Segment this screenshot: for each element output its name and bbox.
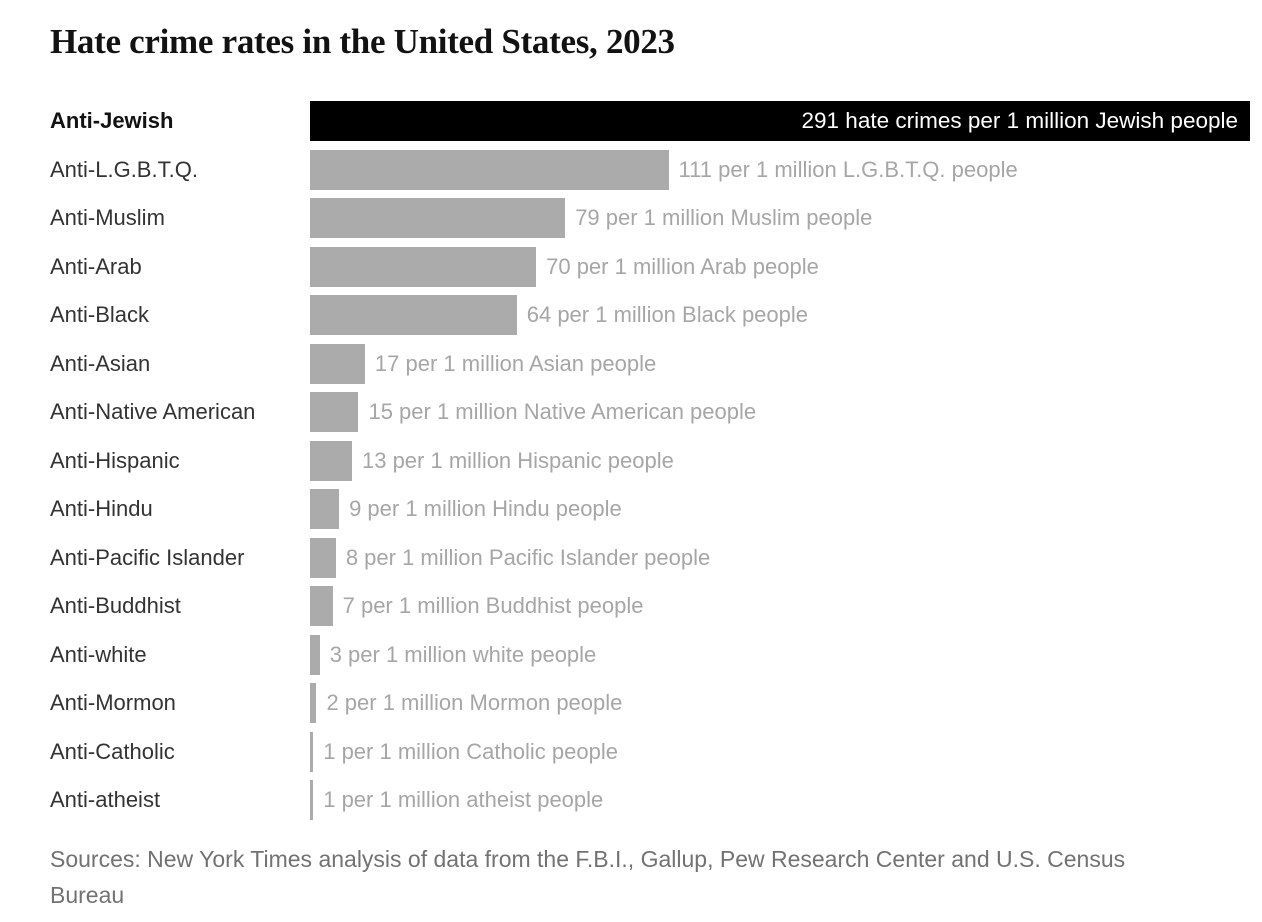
category-label: Anti-Native American — [50, 399, 256, 424]
category-label: Anti-atheist — [50, 787, 161, 812]
bar-chart: Anti-Jewish 291 hate crimes per 1 million… — [50, 101, 1250, 820]
bar-value-label: 7 per 1 million Buddhist people — [342, 593, 644, 618]
category-label: Anti-Hispanic — [50, 447, 180, 473]
bar — [310, 780, 314, 820]
bar — [310, 343, 365, 384]
category-label: Anti-Mormon — [50, 690, 176, 715]
chart-title: Hate crime rates in the United States, 2… — [50, 22, 675, 61]
bar-area: 9 per 1 million Hindu people — [310, 489, 1250, 529]
bar-area: 17 per 1 million Asian people — [310, 343, 1250, 384]
category-label: Anti-Black — [50, 302, 150, 327]
chart-row: Anti-white 3 per 1 million white people — [50, 634, 1250, 675]
source-note: Sources: New York Times analysis of data… — [50, 846, 1126, 908]
bar-area: 64 per 1 million Black people — [310, 295, 1250, 335]
chart-row: Anti-atheist 1 per 1 million atheist peop… — [50, 780, 1250, 820]
chart-row: Anti-Catholic 1 per 1 million Catholic pe… — [50, 731, 1250, 772]
chart-row: Anti-Hispanic 13 per 1 million Hispanic p… — [50, 440, 1250, 481]
bar-value-label: 17 per 1 million Asian people — [374, 350, 657, 376]
bar — [310, 586, 333, 626]
bar: 291 hate crimes per 1 million Jewish peo… — [310, 101, 1250, 141]
chart-row: Anti-Native American 15 per 1 million Nat… — [50, 392, 1250, 432]
bar-value-label: 3 per 1 million white people — [329, 641, 597, 667]
bar — [310, 246, 537, 287]
bar — [310, 295, 517, 335]
bar-value-label: 9 per 1 million Hindu people — [349, 496, 622, 521]
category-label: Anti-Jewish — [50, 108, 174, 133]
bar — [310, 683, 317, 723]
category-label: Anti-Pacific Islander — [50, 544, 245, 570]
chart-row: Anti-Asian 17 per 1 million Asian people — [50, 343, 1250, 384]
bar-area: 7 per 1 million Buddhist people — [310, 586, 1250, 626]
bar — [310, 198, 566, 238]
bar-area: 2 per 1 million Mormon people — [310, 683, 1250, 723]
bar — [310, 489, 340, 529]
bar-value-label: 1 per 1 million Catholic people — [323, 738, 618, 764]
bar-value-label: 15 per 1 million Native American people — [368, 399, 757, 424]
bar — [310, 392, 359, 432]
category-label: Anti-white — [50, 641, 147, 667]
bar-value-label: 13 per 1 million Hispanic people — [361, 447, 674, 473]
category-label: Anti-Hindu — [50, 496, 153, 521]
bar-value-label: 64 per 1 million Black people — [526, 302, 809, 327]
bar-value-label: 2 per 1 million Mormon people — [326, 690, 623, 715]
chart-row: Anti-L.G.B.T.Q. 111 per 1 million L.G.B.T… — [50, 149, 1250, 190]
bar — [310, 149, 669, 190]
bar-area: 111 per 1 million L.G.B.T.Q. people — [310, 149, 1250, 190]
category-label: Anti-L.G.B.T.Q. — [50, 156, 198, 182]
chart-row: Anti-Pacific Islander 8 per 1 million Pac… — [50, 537, 1250, 578]
chart-row: Anti-Muslim 79 per 1 million Muslim peopl… — [50, 198, 1250, 238]
chart-row: Anti-Hindu 9 per 1 million Hindu people — [50, 489, 1250, 529]
bar — [310, 440, 352, 481]
bar-value-label: 111 per 1 million L.G.B.T.Q. people — [678, 156, 1018, 182]
bar-value-label: 1 per 1 million atheist people — [323, 787, 604, 812]
category-label: Anti-Buddhist — [50, 593, 181, 618]
bar — [310, 731, 314, 772]
bar-area: 15 per 1 million Native American people — [310, 392, 1250, 432]
bar-area: 13 per 1 million Hispanic people — [310, 440, 1250, 481]
bar-area: 70 per 1 million Arab people — [310, 246, 1250, 287]
bar-area: 3 per 1 million white people — [310, 634, 1250, 675]
bar-area: 8 per 1 million Pacific Islander people — [310, 537, 1250, 578]
bar-value-label: 70 per 1 million Arab people — [546, 253, 819, 279]
category-label: Anti-Arab — [50, 253, 142, 279]
chart-row: Anti-Arab 70 per 1 million Arab people — [50, 246, 1250, 287]
bar-value-label: 79 per 1 million Muslim people — [575, 205, 873, 230]
bar — [310, 634, 320, 675]
category-label: Anti-Asian — [50, 350, 151, 376]
category-label: Anti-Muslim — [50, 205, 165, 230]
bar-area: 1 per 1 million Catholic people — [310, 731, 1250, 772]
bar-area: 79 per 1 million Muslim people — [310, 198, 1250, 238]
bar-value-label: 291 hate crimes per 1 million Jewish peo… — [801, 108, 1238, 133]
chart-row: Anti-Black 64 per 1 million Black people — [50, 295, 1250, 335]
chart-row: Anti-Buddhist 7 per 1 million Buddhist pe… — [50, 586, 1250, 626]
bar-value-label: 8 per 1 million Pacific Islander people — [345, 544, 711, 570]
bar-area: 1 per 1 million atheist people — [310, 780, 1250, 820]
chart-row: Anti-Jewish 291 hate crimes per 1 million… — [50, 101, 1250, 141]
bar-area: 291 hate crimes per 1 million Jewish peo… — [310, 101, 1250, 141]
chart-row: Anti-Mormon 2 per 1 million Mormon people — [50, 683, 1250, 723]
category-label: Anti-Catholic — [50, 738, 175, 764]
bar — [310, 537, 336, 578]
